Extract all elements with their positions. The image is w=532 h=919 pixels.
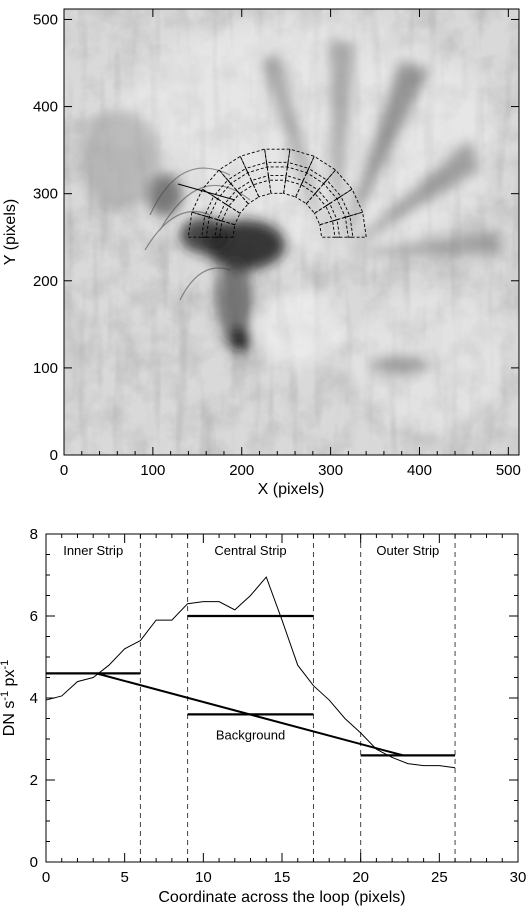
bottom-plot-frame — [45, 533, 519, 863]
top-y-axis-title: Y (pixels) — [2, 199, 19, 265]
solar-image — [64, 9, 519, 455]
loop-box — [323, 169, 353, 200]
top-y-tick-label: 200 — [33, 273, 58, 290]
loop-box — [306, 155, 337, 185]
bottom-y-tick-label: 6 — [30, 608, 38, 625]
top-x-tick-label: 200 — [229, 462, 254, 479]
loop-box — [218, 155, 249, 185]
strip-label: Inner Strip — [63, 543, 123, 558]
bottom-x-tick-label: 30 — [510, 869, 527, 886]
background-label: Background — [216, 727, 285, 742]
loop-box — [187, 211, 210, 238]
strip-labels: Inner Strip Central Strip Outer Strip — [63, 543, 439, 558]
loop-box — [239, 148, 268, 174]
loop-box — [212, 179, 241, 207]
bottom-x-tick-label: 15 — [274, 869, 291, 886]
top-y-tick-label: 0 — [50, 447, 58, 464]
bottom-y-axis-title: DN s-1 px-1 — [0, 660, 18, 736]
loop-box — [265, 161, 289, 181]
loop-box — [201, 215, 223, 238]
top-y-tick-label: 300 — [33, 186, 58, 203]
loop-box — [325, 195, 351, 222]
top-x-tick-label: 300 — [318, 462, 343, 479]
bottom-x-tick-label: 5 — [120, 869, 128, 886]
bottom-x-tick-label: 25 — [431, 869, 448, 886]
top-x-tick-label: 100 — [140, 462, 165, 479]
bottom-y-tick-label: 0 — [30, 854, 38, 871]
loop-box — [245, 161, 270, 186]
loop-box — [264, 148, 291, 168]
loop-box — [332, 215, 354, 238]
bottom-x-tick-label: 20 — [352, 869, 369, 886]
loop-strip-overlay — [187, 148, 367, 238]
bottom-y-tick-label: 4 — [30, 690, 38, 707]
top-plot-frame — [63, 8, 520, 456]
bottom-axes: 0 5 10 15 20 25 30 0 2 4 6 8 — [30, 526, 527, 886]
top-y-tick-label: 100 — [33, 360, 58, 377]
top-y-tick-label: 500 — [33, 11, 58, 28]
top-x-tick-label: 400 — [407, 462, 432, 479]
loop-box — [286, 148, 315, 174]
top-panel-image: 0 100 200 300 400 500 0 100 200 300 400 500 X (pixe… — [2, 8, 521, 498]
bottom-x-axis-title: Coordinate across the loop (pixels) — [158, 889, 405, 906]
top-x-axis-title: X (pixels) — [258, 481, 325, 498]
top-x-tick-label: 0 — [60, 462, 68, 479]
background-fit-line — [96, 672, 404, 757]
loop-box — [336, 188, 364, 218]
bottom-x-tick-label: 10 — [195, 869, 212, 886]
loop-box — [204, 195, 230, 222]
loop-box — [191, 188, 219, 218]
top-y-tick-label: 400 — [33, 99, 58, 116]
loop-box — [300, 167, 328, 195]
bottom-y-tick-label: 2 — [30, 772, 38, 789]
bottom-y-tick-label: 8 — [30, 526, 38, 543]
strip-label: Outer Strip — [376, 543, 439, 558]
loop-box — [284, 161, 310, 186]
bottom-panel-plot: Inner Strip Central Strip Outer Strip Back… — [0, 526, 526, 906]
top-x-tick-label: 500 — [496, 462, 521, 479]
cross-cut-line — [177, 183, 236, 201]
loop-box — [227, 167, 254, 195]
strip-label: Central Strip — [214, 543, 286, 558]
loop-box — [314, 179, 342, 207]
bottom-x-tick-label: 0 — [42, 869, 50, 886]
loop-box — [344, 211, 367, 238]
top-axes: 0 100 200 300 400 500 0 100 200 300 400 500 — [33, 9, 521, 479]
